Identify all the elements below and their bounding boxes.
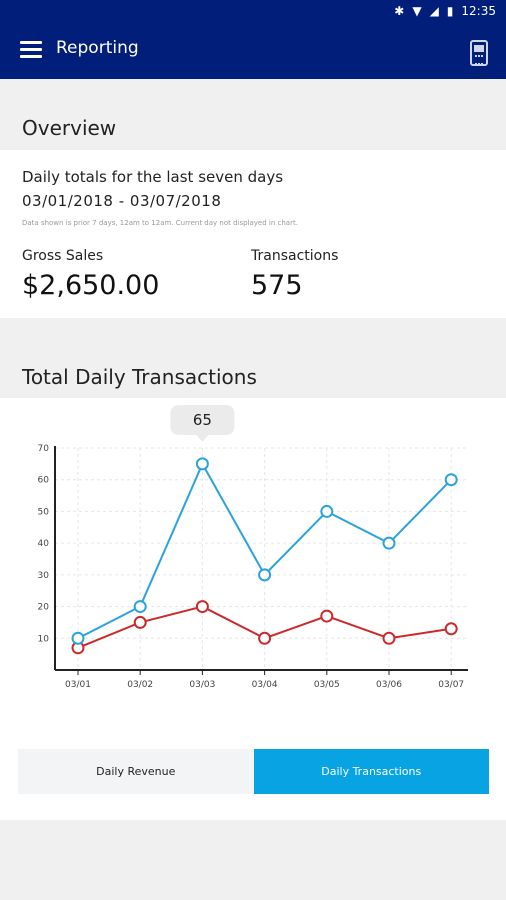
data-point-0 bbox=[382, 536, 396, 550]
app-title: Reporting bbox=[56, 38, 139, 58]
data-point-1 bbox=[195, 600, 209, 614]
bluetooth-icon: ✱ bbox=[394, 4, 405, 18]
tooltip-bubble bbox=[170, 405, 235, 442]
data-point-1 bbox=[444, 622, 458, 636]
status-bar: ✱ ▼ ◢ ▮ 12:35 bbox=[0, 0, 506, 25]
data-point-0 bbox=[133, 600, 147, 614]
daily-revenue-tab[interactable]: Daily Revenue bbox=[18, 749, 254, 794]
data-point-1 bbox=[133, 615, 147, 629]
transactions-label: Transactions bbox=[251, 248, 339, 264]
wifi-icon: ▼ bbox=[412, 4, 422, 18]
chart-heading: Total Daily Transactions bbox=[22, 365, 257, 389]
battery-icon: ▮ bbox=[446, 4, 454, 18]
x-tick-label: 03/07 bbox=[438, 680, 464, 690]
status-time: 12:35 bbox=[461, 4, 496, 18]
gross-sales-value: $2,650.00 bbox=[22, 270, 160, 301]
y-tick-label: 20 bbox=[38, 603, 50, 613]
data-point-0 bbox=[71, 631, 85, 645]
overview-subtitle: Daily totals for the last seven days bbox=[22, 168, 284, 186]
data-point-0 bbox=[258, 568, 272, 582]
overview-note: Data shown is prior 7 days, 12am to 12am… bbox=[22, 219, 298, 227]
chart-toggle: Daily Revenue Daily Transactions bbox=[18, 749, 489, 794]
card-reader-device-icon[interactable] bbox=[470, 40, 488, 66]
overview-heading: Overview bbox=[22, 116, 117, 140]
data-point-1 bbox=[258, 631, 272, 645]
data-point-1 bbox=[382, 631, 396, 645]
overview-date-range: 03/01/2018 - 03/07/2018 bbox=[22, 192, 222, 210]
y-tick-label: 60 bbox=[38, 476, 50, 486]
y-tick-label: 10 bbox=[38, 634, 50, 644]
signal-icon: ◢ bbox=[429, 4, 439, 18]
data-point-0 bbox=[195, 457, 209, 471]
y-tick-label: 50 bbox=[38, 507, 50, 517]
y-tick-label: 30 bbox=[38, 571, 50, 581]
y-tick-label: 40 bbox=[38, 539, 50, 549]
transactions-line-chart: 10 20 30 40 50 60 70 03/01 03/02 03/03 03/04 03/05 0… bbox=[38, 405, 468, 690]
x-tick-label: 03/05 bbox=[314, 680, 340, 690]
overview-card bbox=[0, 150, 506, 318]
x-tick-label: 03/01 bbox=[65, 680, 91, 690]
gross-sales-label: Gross Sales bbox=[22, 248, 104, 264]
x-tick-label: 03/02 bbox=[127, 680, 153, 690]
daily-transactions-tab[interactable]: Daily Transactions bbox=[253, 749, 489, 794]
x-tick-label: 03/04 bbox=[252, 680, 278, 690]
transactions-value: 575 bbox=[251, 270, 303, 301]
data-point-0 bbox=[320, 504, 334, 518]
data-point-1 bbox=[320, 609, 334, 623]
x-tick-label: 03/06 bbox=[376, 680, 402, 690]
hamburger-menu-icon[interactable] bbox=[20, 41, 42, 59]
y-tick-label: 70 bbox=[38, 444, 50, 454]
x-tick-label: 03/03 bbox=[189, 680, 215, 690]
tooltip-value: 65 bbox=[193, 411, 212, 429]
data-point-0 bbox=[444, 473, 458, 487]
app-bar: Reporting bbox=[0, 25, 506, 79]
status-icons: ✱ ▼ ◢ ▮ 12:35 bbox=[394, 4, 496, 18]
